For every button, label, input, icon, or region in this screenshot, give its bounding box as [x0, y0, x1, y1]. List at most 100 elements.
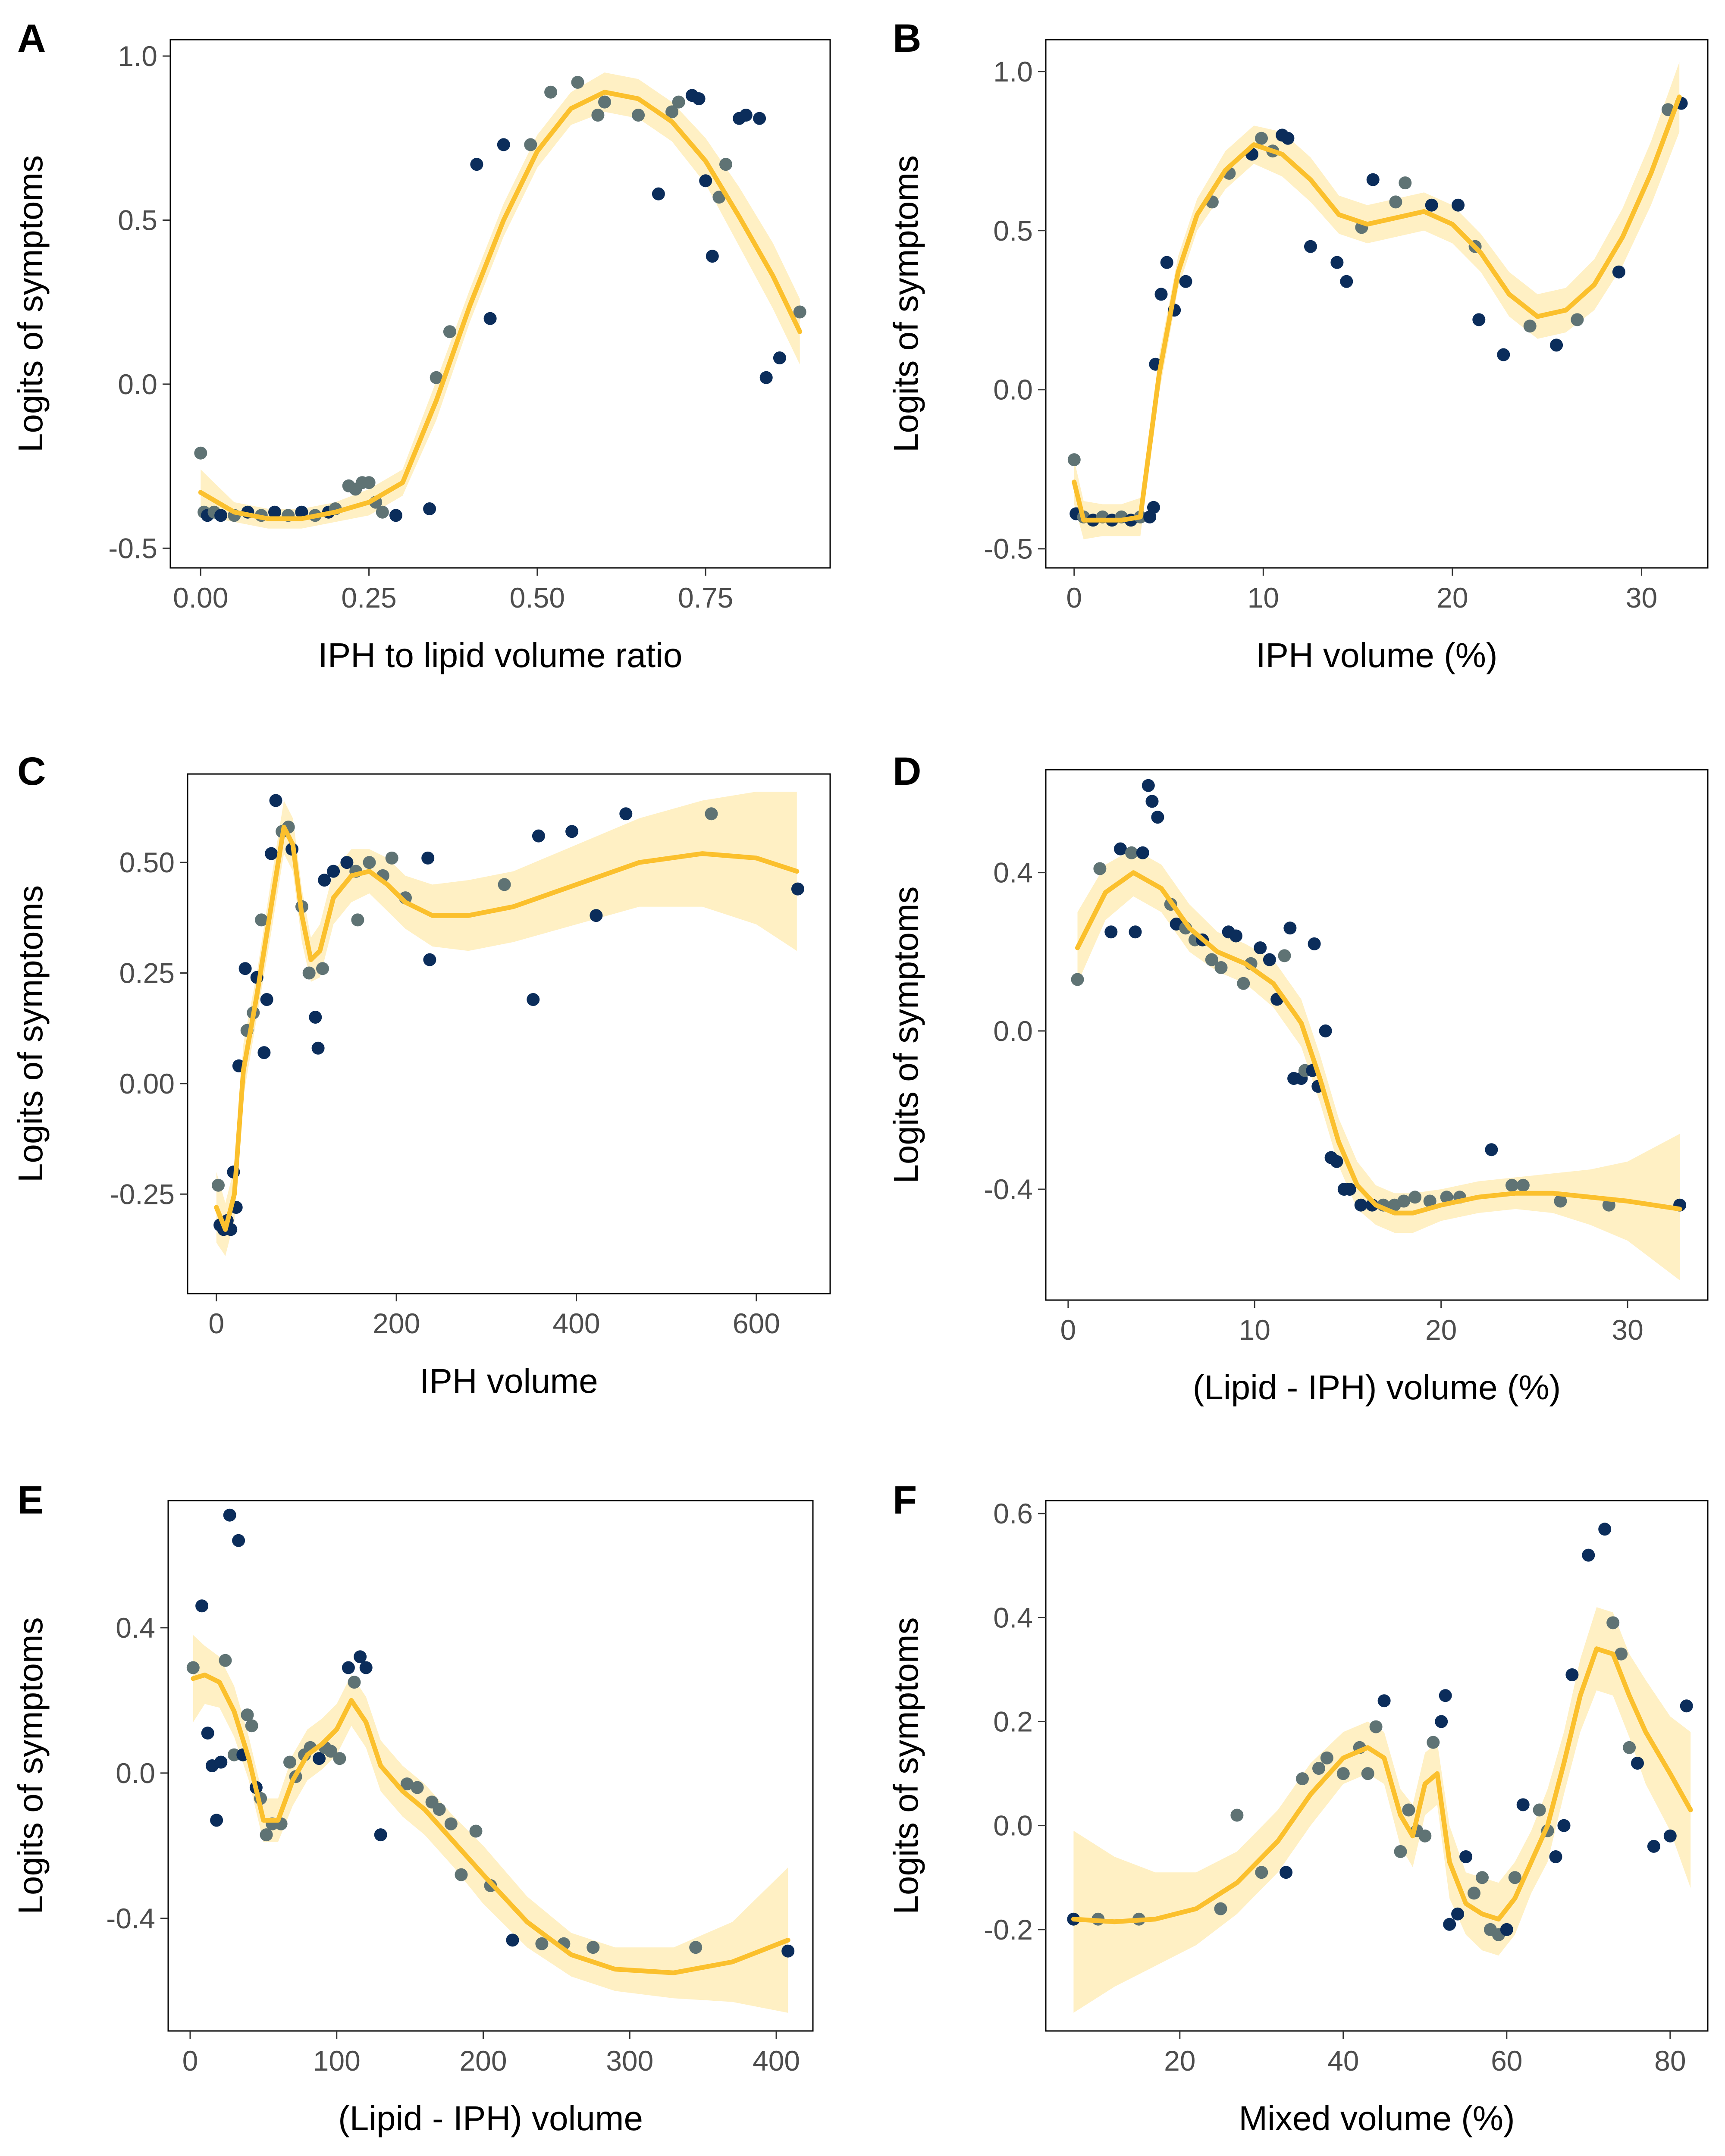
data-point: [260, 993, 273, 1006]
smooth-line: [214, 824, 800, 1232]
x-axis-title: IPH volume: [420, 1362, 598, 1400]
data-point: [1394, 1845, 1407, 1858]
data-point: [1093, 862, 1107, 875]
data-point: [324, 1745, 338, 1758]
data-point: [1500, 1923, 1513, 1936]
data-point: [363, 856, 376, 869]
data-point: [1647, 1839, 1660, 1853]
data-point: [455, 1868, 468, 1881]
data-point: [590, 909, 603, 922]
data-point: [1554, 1194, 1567, 1208]
panel-a: 0.00 0.25 0.50 0.75 -0.5 0.0 0.5 1.0 IPH to lipi…: [11, 16, 831, 674]
x-tick-label: 0.75: [678, 582, 733, 614]
data-point: [1598, 1523, 1612, 1536]
data-point: [316, 962, 329, 975]
y-tick-label: -0.5: [984, 533, 1033, 565]
data-point: [1505, 1178, 1518, 1192]
data-point: [1330, 256, 1344, 269]
data-point: [389, 509, 402, 522]
plot-frame: [187, 773, 831, 1294]
data-point: [689, 1941, 703, 1954]
data-point: [1255, 1866, 1268, 1879]
data-point: [1154, 288, 1168, 301]
data-point: [1451, 1907, 1465, 1921]
y-tick-label: 0.25: [119, 957, 175, 989]
data-point: [260, 1828, 273, 1842]
data-point: [1508, 1871, 1521, 1884]
plot-frame: [167, 1500, 814, 2032]
data-point: [1439, 1689, 1452, 1702]
data-point: [524, 138, 537, 151]
data-point: [1136, 846, 1149, 859]
smooth-line: [191, 1672, 790, 1975]
data-point: [1472, 313, 1486, 326]
data-point: [1468, 1887, 1480, 1900]
data-point: [1319, 1024, 1332, 1037]
data-point: [1557, 1819, 1571, 1832]
x-tick-label: 0: [182, 2045, 198, 2077]
data-point: [469, 1824, 483, 1838]
data-point: [423, 953, 436, 966]
data-point: [1440, 1191, 1453, 1204]
data-point: [354, 1650, 367, 1664]
x-axis-title: Mixed volume (%): [1239, 2099, 1515, 2137]
panel-f: 20 40 60 80 -0.2 0.0 0.2 0.4 0.6 Mixed volume (%)…: [887, 1478, 1709, 2137]
data-point: [1281, 132, 1295, 145]
data-point: [793, 305, 806, 319]
data-point: [1361, 1767, 1374, 1780]
data-point: [1340, 275, 1353, 288]
data-point: [327, 865, 340, 878]
data-point: [1516, 1178, 1530, 1192]
data-point: [483, 312, 497, 325]
x-tick-label: 10: [1239, 1314, 1270, 1346]
data-point: [1308, 937, 1321, 950]
data-point: [1312, 1762, 1325, 1775]
data-point: [1114, 842, 1127, 856]
y-tick-label: -0.25: [110, 1178, 175, 1210]
data-point: [376, 505, 389, 519]
data-point: [340, 856, 354, 869]
data-point: [1296, 1772, 1309, 1786]
data-point: [1278, 949, 1291, 962]
y-tick-label: 0.4: [993, 1601, 1033, 1633]
data-point: [1336, 1767, 1350, 1780]
y-tick-label: 0.4: [993, 857, 1033, 889]
data-point: [544, 85, 558, 99]
y-tick-label: -0.2: [984, 1914, 1033, 1946]
data-point: [201, 1727, 214, 1740]
x-tick-label: 400: [552, 1307, 600, 1339]
data-point: [1565, 1668, 1579, 1681]
data-point: [1680, 1699, 1693, 1713]
data-point: [565, 825, 579, 838]
data-point: [309, 1011, 322, 1024]
smooth-line: [1075, 870, 1682, 1216]
data-point: [1142, 779, 1155, 792]
data-point: [1147, 501, 1160, 514]
smooth-line: [1071, 1646, 1693, 1924]
data-point: [1533, 1803, 1546, 1817]
x-tick-label: 30: [1626, 582, 1657, 614]
x-tick-label: 20: [1164, 2045, 1195, 2077]
panel-label: F: [893, 1478, 917, 1522]
data-point: [497, 138, 510, 151]
y-tick-label: 0.0: [116, 1757, 155, 1789]
data-point: [705, 807, 718, 821]
y-tick-label: -0.4: [106, 1902, 155, 1934]
data-point: [1320, 1751, 1333, 1764]
panel-e: 0 100 200 300 400 -0.4 0.0 0.4 (Lipid - IPH) vol…: [11, 1478, 814, 2137]
y-tick-label: -0.4: [984, 1173, 1033, 1205]
smooth-line: [198, 90, 803, 521]
data-point: [318, 874, 331, 887]
data-point: [498, 878, 511, 891]
data-point: [268, 505, 281, 519]
data-point: [591, 109, 605, 122]
data-point: [712, 191, 726, 204]
x-axis-title: (Lipid - IPH) volume (%): [1193, 1368, 1561, 1407]
data-point: [1280, 1866, 1293, 1879]
y-axis-title: Logits of symptoms: [11, 885, 50, 1182]
data-point: [781, 1944, 795, 1958]
data-point: [1125, 846, 1138, 859]
data-point: [214, 509, 228, 522]
data-point: [791, 882, 804, 896]
data-point: [571, 75, 584, 89]
